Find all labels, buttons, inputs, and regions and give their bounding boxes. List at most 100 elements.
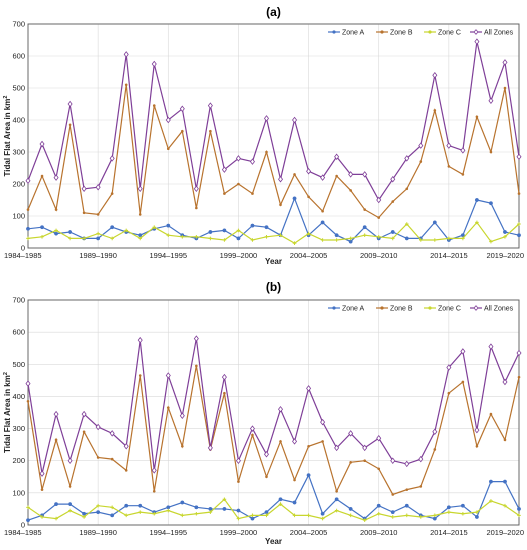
plot-area — [27, 23, 520, 249]
point-zone-b — [40, 488, 44, 491]
point-zone-b — [265, 475, 268, 479]
point-zone-b — [447, 165, 451, 168]
legend-item-zone-a: Zone A — [328, 30, 365, 37]
point-zone-c — [110, 505, 114, 510]
point-zone-c — [236, 228, 241, 233]
point-zone-b — [461, 173, 465, 176]
point-zone-a — [124, 503, 129, 508]
chart-panel-2: 0 100 200 300 400 500 600 700 1984–1985 1989–1990… — [3, 280, 524, 546]
x-tick-label: 2004–2005 — [290, 528, 328, 537]
legend-label-all-zones: All Zones — [484, 306, 514, 313]
point-zone-c — [138, 510, 143, 514]
point-zone-c — [138, 236, 143, 241]
point-zone-a — [96, 236, 101, 241]
series-line-zone-a — [27, 473, 520, 521]
point-zone-c — [348, 513, 353, 518]
point-zone-c — [68, 236, 72, 241]
point-zone-b — [181, 444, 184, 448]
point-all-zones — [334, 153, 340, 161]
point-all-zones — [418, 142, 424, 149]
point-all-zones — [123, 51, 129, 58]
point-all-zones — [67, 100, 73, 108]
point-all-zones — [502, 378, 508, 386]
point-zone-a — [432, 516, 437, 521]
x-axis-title: Year — [265, 537, 282, 546]
point-all-zones — [165, 116, 171, 124]
point-all-zones — [418, 455, 424, 463]
point-zone-b — [307, 444, 310, 448]
point-zone-b — [419, 160, 423, 163]
point-all-zones — [235, 155, 241, 162]
point-zone-a — [250, 223, 255, 228]
point-all-zones — [109, 155, 115, 162]
point-zone-a — [292, 196, 297, 201]
point-zone-b — [433, 448, 437, 451]
point-all-zones — [39, 140, 45, 148]
point-zone-b — [503, 438, 507, 442]
point-zone-a — [208, 506, 213, 511]
point-zone-c — [503, 235, 507, 239]
point-all-zones — [376, 434, 382, 442]
point-all-zones — [151, 467, 157, 474]
point-all-zones — [488, 343, 494, 350]
legend-label-zone-a: Zone A — [342, 306, 365, 313]
point-zone-a — [54, 231, 59, 236]
point-zone-c — [475, 510, 479, 514]
point-zone-b — [489, 412, 493, 416]
point-all-zones — [249, 425, 255, 432]
point-zone-b — [517, 375, 521, 379]
y-tick-label: 700 — [12, 20, 25, 29]
plot-frame — [27, 23, 520, 249]
point-zone-b — [40, 174, 44, 178]
point-all-zones — [81, 410, 87, 418]
point-zone-c — [124, 228, 128, 233]
legend-marker-zone-b — [380, 30, 384, 34]
y-tick-label: 300 — [12, 148, 25, 157]
point-zone-c — [236, 516, 241, 521]
point-zone-b — [475, 444, 479, 448]
point-all-zones — [348, 430, 354, 437]
point-zone-b — [391, 200, 395, 203]
legend-label-zone-c: Zone C — [438, 30, 461, 37]
point-zone-c — [376, 511, 381, 516]
y-tick-label: 200 — [12, 456, 25, 465]
y-tick-label: 0 — [21, 521, 25, 530]
point-zone-b — [26, 208, 30, 211]
y-tick-label: 400 — [12, 116, 25, 125]
legend-item-all-zones: All Zones — [470, 29, 514, 37]
point-zone-a — [376, 503, 381, 508]
point-zone-b — [307, 195, 310, 199]
series-line-all-zones — [27, 338, 520, 474]
point-zone-c — [96, 231, 100, 236]
point-zone-c — [222, 497, 227, 502]
point-zone-a — [278, 497, 283, 502]
point-all-zones — [474, 426, 480, 434]
point-zone-c — [82, 515, 86, 519]
point-zone-b — [26, 399, 30, 403]
x-tick-label: 2019–2020 — [486, 528, 524, 537]
point-zone-a — [166, 505, 171, 510]
point-zone-a — [222, 228, 227, 233]
point-zone-c — [194, 511, 199, 516]
point-all-zones — [362, 444, 368, 452]
point-zone-c — [40, 235, 44, 239]
point-zone-b — [293, 478, 296, 482]
point-zone-b — [489, 150, 493, 154]
point-zone-b — [433, 109, 437, 112]
point-zone-b — [54, 208, 58, 211]
point-zone-b — [124, 469, 128, 472]
point-zone-a — [517, 233, 521, 238]
point-zone-b — [321, 209, 324, 213]
point-zone-a — [68, 230, 73, 234]
legend-item-zone-c: Zone C — [424, 30, 461, 37]
point-all-zones — [446, 364, 452, 371]
point-zone-c — [180, 235, 185, 239]
point-all-zones — [53, 174, 59, 181]
x-tick-label: 1994–1995 — [150, 528, 188, 537]
y-tick-label: 500 — [12, 84, 25, 93]
point-zone-c — [404, 513, 409, 518]
x-tick-label: 1984–1985 — [4, 528, 42, 537]
point-all-zones — [320, 418, 326, 426]
point-zone-b — [96, 213, 100, 216]
